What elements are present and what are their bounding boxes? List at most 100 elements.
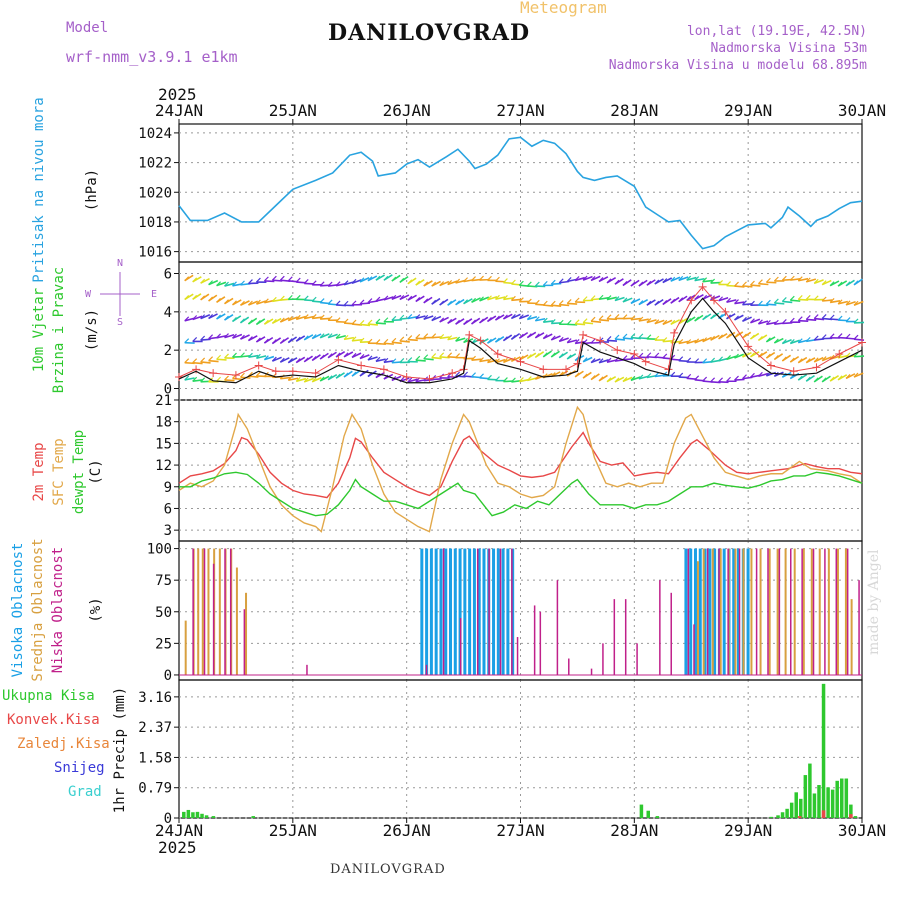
wind-barb-tick	[606, 314, 612, 320]
wind-barb-tick	[821, 356, 827, 362]
cloud-high-bar	[713, 548, 717, 675]
wind-barb-tick	[734, 333, 739, 339]
wind-barb-tick	[351, 300, 357, 306]
cloud-low-bar	[568, 658, 570, 675]
wind-barb-tick	[367, 355, 373, 361]
cloud-low-bar	[224, 548, 226, 675]
wind-barb-tick	[750, 352, 755, 358]
wind-barb	[630, 376, 641, 382]
wind-barb-tick	[821, 314, 827, 319]
cloud-low-bar	[476, 548, 479, 675]
wind-barb-tick	[510, 334, 516, 340]
wind-barb-tick	[598, 315, 604, 321]
wind-barb	[511, 298, 522, 302]
wind-barb-tick	[750, 280, 755, 286]
wind-barb-tick	[614, 279, 620, 285]
wind-barb	[590, 358, 601, 364]
wind-unit-label: (m/s)	[84, 309, 100, 351]
wind-gust-marker	[231, 371, 240, 380]
wind-barb-tick	[192, 315, 198, 320]
wind-barb	[367, 323, 378, 326]
precip-bar	[211, 816, 216, 818]
wind-barb-tick	[391, 337, 397, 343]
wind-barb-tick	[295, 376, 301, 382]
wind-barb-tick	[789, 339, 795, 344]
wind-barb-tick	[853, 372, 859, 378]
wind-barb-tick	[702, 315, 708, 321]
wind-barb-tick	[534, 281, 540, 287]
wind-barb-tick	[359, 371, 365, 377]
wind-barb-tick	[757, 335, 763, 341]
wind-barb	[248, 354, 259, 358]
wind-barb-tick	[598, 358, 604, 364]
wind-gust-marker	[476, 336, 485, 345]
precip-bar	[646, 810, 650, 818]
x-bottom-label-27JAN: 27JAN	[496, 821, 544, 840]
wind-barb	[224, 379, 235, 382]
wind-barb	[327, 333, 338, 339]
wind-barb-tick	[574, 338, 580, 344]
temp-axis-label-1: 2m Temp	[31, 442, 47, 501]
precip-bar	[769, 816, 773, 818]
wind-barb	[248, 375, 259, 378]
wind-barb-tick	[550, 335, 556, 341]
y-tick-label: 25	[155, 636, 172, 652]
y-tick-label: 3.16	[138, 690, 172, 706]
wind-barb-tick	[582, 318, 588, 324]
wind-barb	[726, 355, 737, 361]
wind-barb	[742, 303, 753, 306]
cloud-high-bar	[496, 548, 500, 675]
wind-barb-tick	[263, 355, 269, 361]
wind-barb-tick	[479, 296, 484, 302]
cloud-mid-bar	[784, 548, 787, 675]
wind-barb-tick	[487, 338, 492, 344]
wind-barb-tick	[526, 333, 532, 339]
wind-gust-marker	[425, 374, 434, 383]
wind-barb-tick	[463, 299, 469, 305]
compass-south: S	[117, 317, 123, 328]
wind-barb-tick	[694, 358, 700, 364]
wind-gust-marker	[596, 336, 605, 345]
wind-barb-tick	[606, 295, 612, 301]
wind-barb-tick	[558, 278, 564, 284]
wind-barb-tick	[845, 333, 851, 339]
altitude-label: Nadmorska Visina 53m	[710, 41, 867, 56]
wind-barb-tick	[359, 299, 365, 305]
wind-barb	[224, 282, 235, 287]
wind-barb-tick	[742, 374, 747, 380]
wind-gust-marker	[562, 365, 571, 374]
wind-barb-tick	[789, 317, 795, 323]
wind-barb-tick	[598, 376, 604, 382]
wind-barb	[383, 342, 394, 345]
wind-barb-tick	[654, 279, 660, 285]
wind-barb	[813, 279, 824, 285]
cloud-high-bar	[732, 548, 736, 675]
wind-barb-tick	[375, 356, 381, 362]
wind-barb	[351, 279, 362, 285]
cloud-mid-bar	[201, 548, 204, 675]
wind-barb	[375, 322, 386, 325]
cloud-axis-label-4: (%)	[88, 597, 104, 622]
wind-barb-tick	[678, 275, 684, 281]
y-tick-label: 1024	[138, 126, 172, 142]
precip-bar	[195, 811, 200, 818]
wind-barb-tick	[184, 316, 190, 322]
wind-barb-tick	[638, 316, 644, 322]
wind-barb-tick	[765, 299, 771, 305]
wind-barb	[734, 301, 745, 305]
cloud-mid-bar	[696, 561, 699, 675]
wind-barb-tick	[550, 352, 556, 358]
x-top-label-30JAN: 30JAN	[838, 101, 886, 120]
wind-barb-tick	[240, 318, 245, 324]
wind-barb-tick	[726, 281, 731, 286]
cloud-low-bar	[425, 664, 428, 675]
wind-barb-tick	[343, 280, 349, 286]
wind-barb-tick	[287, 294, 293, 300]
wind-barb	[558, 337, 569, 343]
wind-barb-tick	[598, 294, 604, 300]
wind-barb-tick	[327, 299, 333, 305]
wind-barb	[853, 321, 865, 324]
temp-axis-label-4: (C)	[88, 459, 104, 484]
wind-barb-tick	[367, 276, 373, 282]
wind-barb-tick	[399, 294, 405, 300]
